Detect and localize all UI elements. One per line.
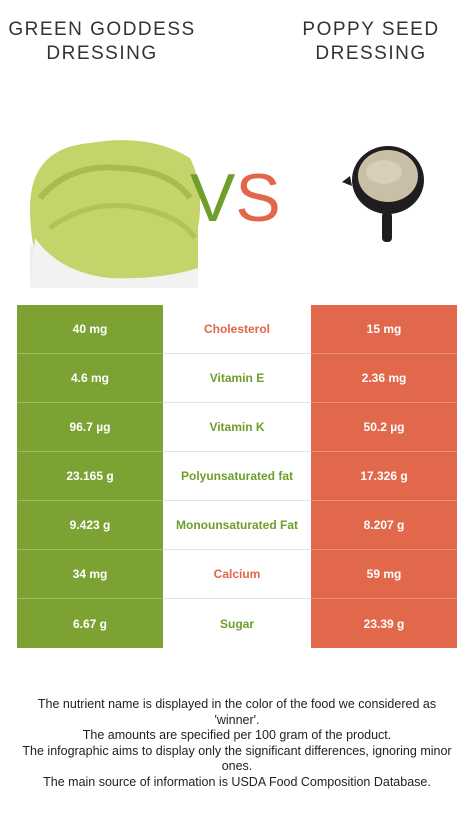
- table-row: 23.165 g Polyunsaturated fat 17.326 g: [17, 452, 457, 501]
- right-value: 15 mg: [311, 305, 457, 354]
- footer-notes: The nutrient name is displayed in the co…: [14, 697, 460, 790]
- right-value: 59 mg: [311, 550, 457, 599]
- table-row: 96.7 µg Vitamin K 50.2 µg: [17, 403, 457, 452]
- left-value: 9.423 g: [17, 501, 163, 550]
- right-value: 23.39 g: [311, 599, 457, 648]
- nutrient-name: Calcium: [163, 550, 311, 599]
- table-row: 6.67 g Sugar 23.39 g: [17, 599, 457, 648]
- food-left-title: GREEN GODDESS DRESSING: [8, 19, 196, 64]
- vs-v: V: [190, 160, 236, 236]
- footer-line-3: The infographic aims to display only the…: [22, 743, 452, 774]
- left-value: 40 mg: [17, 305, 163, 354]
- left-value: 23.165 g: [17, 452, 163, 501]
- vs-label: VS: [190, 158, 281, 238]
- table-row: 40 mg Cholesterol 15 mg: [17, 305, 457, 354]
- green-goddess-dressing-image: [30, 140, 200, 288]
- table-row: 4.6 mg Vitamin E 2.36 mg: [17, 354, 457, 403]
- footer-line-2: The amounts are specified per 100 gram o…: [82, 728, 392, 742]
- nutrient-name: Sugar: [163, 599, 311, 648]
- right-value: 2.36 mg: [311, 354, 457, 403]
- table-row: 9.423 g Monounsaturated Fat 8.207 g: [17, 501, 457, 550]
- nutrient-name: Polyunsaturated fat: [163, 452, 311, 501]
- nutrient-name: Cholesterol: [163, 305, 311, 354]
- right-value: 8.207 g: [311, 501, 457, 550]
- left-value: 4.6 mg: [17, 354, 163, 403]
- comparison-table: 40 mg Cholesterol 15 mg 4.6 mg Vitamin E 2.36…: [17, 305, 457, 648]
- right-value: 50.2 µg: [311, 403, 457, 452]
- table-row: 34 mg Calcium 59 mg: [17, 550, 457, 599]
- nutrient-name: Vitamin E: [163, 354, 311, 403]
- food-right-title: POPPY SEED DRESSING: [302, 19, 440, 64]
- nutrient-name: Monounsaturated Fat: [163, 501, 311, 550]
- poppy-seed-dressing-image: [342, 146, 424, 242]
- footer-line-4: The main source of information is USDA F…: [43, 774, 431, 789]
- footer-line-1: The nutrient name is displayed in the co…: [37, 697, 437, 727]
- right-value: 17.326 g: [311, 452, 457, 501]
- left-value: 34 mg: [17, 550, 163, 599]
- left-value: 6.67 g: [17, 599, 163, 648]
- vs-s: S: [235, 160, 281, 236]
- left-value: 96.7 µg: [17, 403, 163, 452]
- nutrient-name: Vitamin K: [163, 403, 311, 452]
